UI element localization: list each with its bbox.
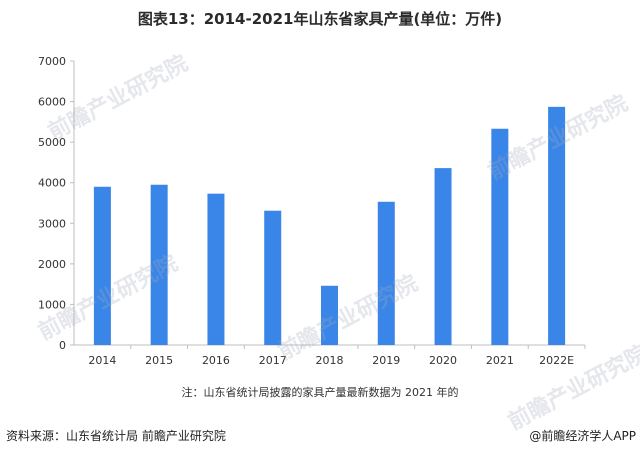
x-tick-label: 2014	[88, 354, 116, 367]
y-tick-label: 1000	[38, 298, 66, 311]
x-tick-label: 2015	[145, 354, 173, 367]
bar-2015	[150, 184, 168, 345]
x-tick-label: 2017	[259, 354, 287, 367]
x-tick-label: 2018	[316, 354, 344, 367]
y-tick-label: 4000	[38, 177, 66, 190]
x-tick-label: 2019	[372, 354, 400, 367]
source-text: 资料来源：山东省统计局 前瞻产业研究院	[6, 429, 226, 443]
footer: 资料来源：山东省统计局 前瞻产业研究院 @前瞻经济学人APP	[0, 424, 640, 446]
chart-note: 注：山东省统计局披露的家具产量最新数据为 2021 年的	[181, 386, 459, 399]
y-tick-label: 3000	[38, 217, 66, 230]
bar-2021	[491, 128, 509, 345]
bar-2019	[377, 201, 395, 345]
x-tick-label: 2020	[429, 354, 457, 367]
bar-2016	[207, 193, 225, 345]
chart-title: 图表13：2014-2021年山东省家具产量(单位：万件)	[137, 10, 503, 28]
bar-2014	[93, 186, 111, 345]
x-tick-label: 2016	[202, 354, 230, 367]
y-tick-label: 6000	[38, 96, 66, 109]
y-tick-label: 7000	[38, 55, 66, 68]
y-tick-label: 2000	[38, 258, 66, 271]
x-tick-label: 2022E	[539, 354, 574, 367]
y-tick-label: 5000	[38, 136, 66, 149]
bar-2020	[434, 168, 452, 345]
brand-text: @前瞻经济学人APP	[529, 429, 636, 443]
x-tick-label: 2021	[486, 354, 514, 367]
bar-2022E	[548, 106, 566, 346]
bar-2018	[321, 285, 338, 345]
y-tick-label: 0	[59, 339, 66, 352]
bar-2017	[264, 210, 282, 345]
